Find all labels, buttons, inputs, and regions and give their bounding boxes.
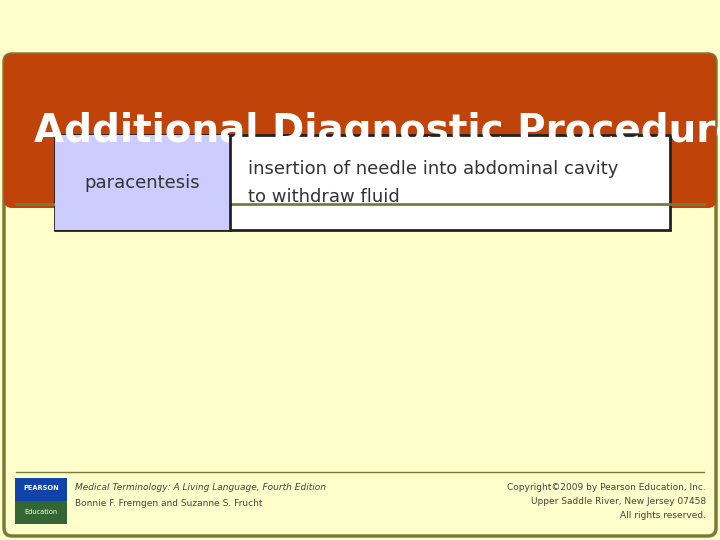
Text: Upper Saddle River, New Jersey 07458: Upper Saddle River, New Jersey 07458 (531, 497, 706, 507)
Bar (12, 62, 708, 131)
Text: Additional Diagnostic Procedures: Additional Diagnostic Procedures (34, 112, 720, 150)
Text: Bonnie F. Fremgen and Suzanne S. Frucht: Bonnie F. Fremgen and Suzanne S. Frucht (75, 500, 263, 509)
Bar (55, 135, 230, 230)
Text: insertion of needle into abdominal cavity: insertion of needle into abdominal cavit… (248, 159, 618, 178)
Text: Medical Terminology: A Living Language, Fourth Edition: Medical Terminology: A Living Language, … (75, 483, 326, 492)
Text: paracentesis: paracentesis (85, 173, 200, 192)
Text: All rights reserved.: All rights reserved. (620, 511, 706, 521)
Text: PEARSON: PEARSON (23, 485, 59, 491)
Text: to withdraw fluid: to withdraw fluid (248, 187, 400, 206)
Text: Copyright©2009 by Pearson Education, Inc.: Copyright©2009 by Pearson Education, Inc… (508, 483, 706, 492)
Bar (15, 501, 67, 524)
Bar (55, 135, 670, 230)
FancyBboxPatch shape (4, 54, 716, 208)
Bar (15, 478, 67, 501)
Text: Education: Education (24, 509, 58, 515)
FancyBboxPatch shape (4, 54, 716, 536)
